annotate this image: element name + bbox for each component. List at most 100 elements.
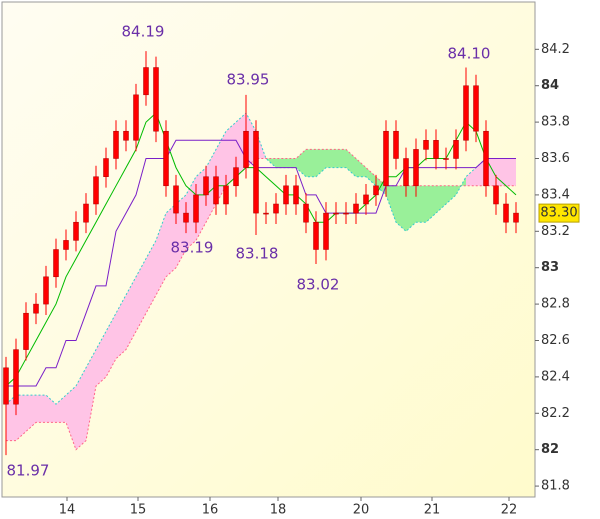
candle-body [383, 130, 389, 187]
candle-body [213, 176, 219, 205]
candle-body [153, 67, 159, 132]
candle-body [453, 140, 459, 159]
cloud-segment [286, 158, 296, 168]
candle-body [233, 167, 239, 187]
candle-body [333, 212, 339, 215]
cloud-segment [416, 185, 426, 223]
candle-body [363, 194, 369, 205]
cloud-segment [46, 395, 56, 423]
last-price-label: 83.30 [540, 206, 577, 221]
annotation: 83.18 [236, 245, 279, 263]
candle-body [73, 221, 79, 241]
cloud-segment [276, 158, 286, 168]
candle-body [173, 185, 179, 214]
cloud-segment [386, 185, 396, 223]
candle-body [243, 130, 249, 168]
candle-body [483, 130, 489, 187]
y-tick-label: 81.8 [541, 479, 570, 494]
candle-body [183, 212, 189, 223]
annotation: 83.19 [171, 239, 214, 257]
candle-body [43, 276, 49, 305]
candle-body [163, 130, 169, 187]
candle-body [193, 194, 199, 223]
candle-body [443, 158, 449, 160]
y-tick-label: 82 [541, 442, 559, 457]
x-tick-label: 21 [424, 503, 441, 518]
y-tick-label: 82.4 [541, 369, 570, 384]
cloud-segment [26, 395, 36, 432]
candle-body [93, 176, 99, 205]
y-tick-label: 83.4 [541, 187, 570, 202]
x-tick-label: 20 [353, 503, 370, 518]
cloud-segment [296, 149, 306, 177]
y-tick-label: 83.8 [541, 115, 570, 130]
candle-body [53, 249, 59, 278]
candle-body [113, 130, 119, 159]
annotation: 81.97 [7, 462, 50, 480]
cloud-segment [316, 149, 326, 177]
candle-body [203, 176, 209, 196]
cloud-segment [406, 185, 416, 232]
x-tick-label: 16 [202, 503, 219, 518]
candle-body [313, 221, 319, 250]
cloud-segment [106, 313, 116, 377]
y-tick-label: 82.2 [541, 406, 570, 421]
indicator-line [6, 139, 516, 387]
x-tick-label: 22 [501, 503, 518, 518]
cloud-segment [6, 395, 16, 441]
y-tick-label: 83.6 [541, 151, 570, 166]
candle-body [423, 140, 429, 150]
cloud-segment [366, 167, 376, 186]
candle-body [493, 185, 499, 205]
cloud-segment [146, 240, 156, 314]
candle-body [373, 185, 379, 196]
cloud-segment [36, 395, 46, 423]
cloud-segment [356, 158, 366, 177]
candle-body [23, 312, 29, 350]
candle-body [133, 94, 139, 141]
cloud-segment [396, 185, 406, 232]
y-tick-label: 82.8 [541, 297, 570, 312]
y-tick-label: 83 [541, 260, 559, 275]
annotation: 84.19 [122, 23, 165, 41]
cloud-segment [116, 294, 126, 359]
span-a-line [6, 148, 516, 451]
cloud-segment [346, 149, 356, 177]
cloud-segment [506, 158, 516, 186]
cloud-segment [56, 395, 66, 423]
annotation: 83.02 [297, 276, 340, 294]
cloud-segment [446, 185, 456, 205]
cloud-segment [96, 331, 106, 386]
cloud-segment [466, 167, 476, 186]
cloud-segment [126, 276, 136, 350]
annotation: 84.10 [448, 45, 491, 63]
cloud-segment [66, 385, 76, 450]
candle-body [223, 185, 229, 205]
span-b-line [5, 112, 516, 405]
candle-body [473, 85, 479, 132]
cloud-segment [136, 258, 146, 332]
y-tick-label: 84.2 [541, 42, 570, 57]
candle-body [123, 130, 129, 141]
candle-body [283, 185, 289, 205]
indicator-line [5, 112, 517, 387]
cloud-segment [16, 395, 26, 441]
x-tick-label: 15 [130, 503, 147, 518]
candle-body [263, 212, 269, 215]
candle-body [3, 367, 9, 405]
candle-body [33, 303, 39, 314]
candle-body [403, 158, 409, 187]
cloud-segment [306, 149, 316, 177]
cloud-segment [326, 149, 336, 168]
candle-body [513, 212, 519, 223]
y-tick-label: 82.6 [541, 333, 570, 348]
y-tick-label: 84 [541, 78, 559, 93]
candle-body [13, 349, 19, 405]
candle-body [413, 149, 419, 187]
cloud-segment [166, 204, 176, 277]
cloud-segment [336, 149, 346, 168]
cloud-segment [426, 185, 436, 223]
candle-body [143, 67, 149, 96]
candle-body [343, 212, 349, 215]
